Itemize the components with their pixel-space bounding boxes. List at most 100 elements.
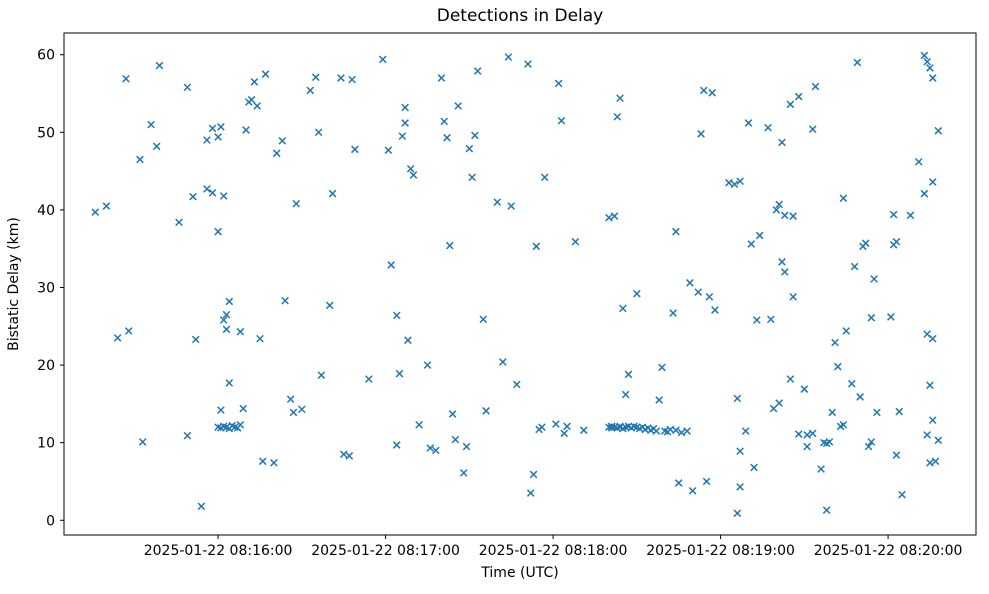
- scatter-point: [401, 103, 409, 112]
- scatter-point: [817, 465, 825, 473]
- scatter-point: [931, 457, 940, 466]
- scatter-point: [708, 88, 717, 97]
- scatter-point: [183, 431, 192, 440]
- scatter-point: [278, 137, 287, 145]
- scatter-point: [733, 394, 742, 403]
- scatter-point: [272, 149, 281, 158]
- scatter-point: [387, 261, 396, 269]
- scatter-point: [699, 86, 708, 95]
- plot-border: [63, 32, 977, 536]
- scatter-point: [850, 262, 859, 271]
- scatter-point: [624, 370, 633, 379]
- scatter-point: [540, 173, 549, 182]
- scatter-point: [348, 75, 356, 84]
- scatter-point: [702, 477, 711, 486]
- scatter-point: [778, 258, 786, 266]
- scatter-point: [772, 206, 781, 214]
- scatter-point: [325, 301, 334, 310]
- x-axis-label: Time (UTC): [480, 565, 558, 581]
- scatter-point: [563, 422, 571, 431]
- scatter-point: [122, 74, 130, 83]
- scatter-point: [794, 92, 803, 101]
- scatter-point: [258, 457, 267, 466]
- scatter-point: [409, 171, 418, 179]
- scatter-point: [934, 126, 943, 135]
- y-tick-label: 60: [37, 48, 55, 64]
- scatter-point: [529, 470, 538, 479]
- scatter-point: [256, 334, 264, 343]
- scatter-point: [317, 371, 326, 379]
- scatter-point: [800, 385, 809, 393]
- scatter-point: [242, 126, 250, 134]
- scatter-point: [225, 379, 234, 387]
- scatter-point: [468, 173, 476, 182]
- scatter-point: [493, 198, 502, 206]
- scatter-point: [124, 327, 133, 335]
- scatter-point: [616, 94, 624, 103]
- scatter-point: [222, 325, 231, 334]
- scatter-point: [621, 390, 630, 399]
- scatter-point: [811, 82, 820, 91]
- scatter-point: [445, 241, 454, 250]
- scatter-point: [208, 124, 217, 133]
- scatter-point: [538, 423, 546, 431]
- scatter-point: [392, 311, 401, 320]
- y-tick-label: 50: [37, 125, 55, 141]
- scatter-point: [697, 130, 705, 138]
- scatter-point: [655, 396, 663, 404]
- scatter-point: [753, 316, 761, 324]
- scatter-point: [672, 227, 680, 236]
- scatter-point: [443, 133, 451, 142]
- scatter-point: [895, 407, 904, 416]
- scatter-point: [451, 435, 460, 444]
- axes-layer: 2025-01-22 08:16:00 2025-01-22 08:17:00 20…: [37, 48, 962, 559]
- scatter-point: [898, 490, 906, 499]
- scatter-point: [203, 185, 211, 193]
- scatter-point: [674, 479, 683, 487]
- scatter-point: [339, 450, 348, 459]
- scatter-point: [741, 427, 750, 435]
- scatter-point: [183, 83, 192, 92]
- scatter-point: [239, 404, 248, 413]
- scatter-point: [351, 145, 359, 154]
- scatter-point: [736, 177, 744, 186]
- scatter-point: [406, 164, 415, 173]
- scatter-point: [219, 192, 228, 200]
- scatter-point: [454, 102, 462, 110]
- scatter-point: [688, 486, 697, 495]
- scatter-point: [398, 132, 407, 141]
- scatter-point: [395, 369, 404, 378]
- scatter-point: [672, 426, 680, 435]
- scatter-point: [803, 442, 811, 451]
- plot-area: [64, 33, 976, 535]
- scatter-point: [923, 431, 931, 439]
- scatter-point: [828, 408, 837, 417]
- scatter-point: [286, 395, 295, 404]
- scatter-point: [208, 189, 217, 197]
- scatter-point: [934, 436, 943, 445]
- scatter-point: [786, 375, 795, 383]
- scatter-point: [311, 73, 320, 82]
- scatter-point: [552, 420, 560, 428]
- scatter-point: [113, 334, 122, 342]
- y-tick-label: 30: [37, 280, 55, 296]
- scatter-point: [769, 404, 778, 413]
- x-tick-label: 2025-01-22 08:17:00: [311, 543, 460, 559]
- scatter-point: [217, 123, 225, 131]
- scatter-point: [482, 407, 490, 415]
- scatter-point: [920, 51, 929, 60]
- scatter-point: [423, 361, 432, 369]
- scatter-point: [448, 410, 457, 418]
- scatter-point: [554, 79, 563, 88]
- y-tick-label: 10: [37, 436, 55, 452]
- scatter-point: [512, 380, 521, 389]
- scatter-point: [705, 292, 714, 301]
- scatter-point: [473, 67, 482, 75]
- scatter-point: [499, 358, 507, 366]
- scatter-point: [292, 199, 301, 208]
- scatter-point: [504, 53, 513, 61]
- scatter-point: [459, 469, 468, 477]
- scatter-point: [462, 442, 471, 451]
- scatter-point: [920, 189, 929, 198]
